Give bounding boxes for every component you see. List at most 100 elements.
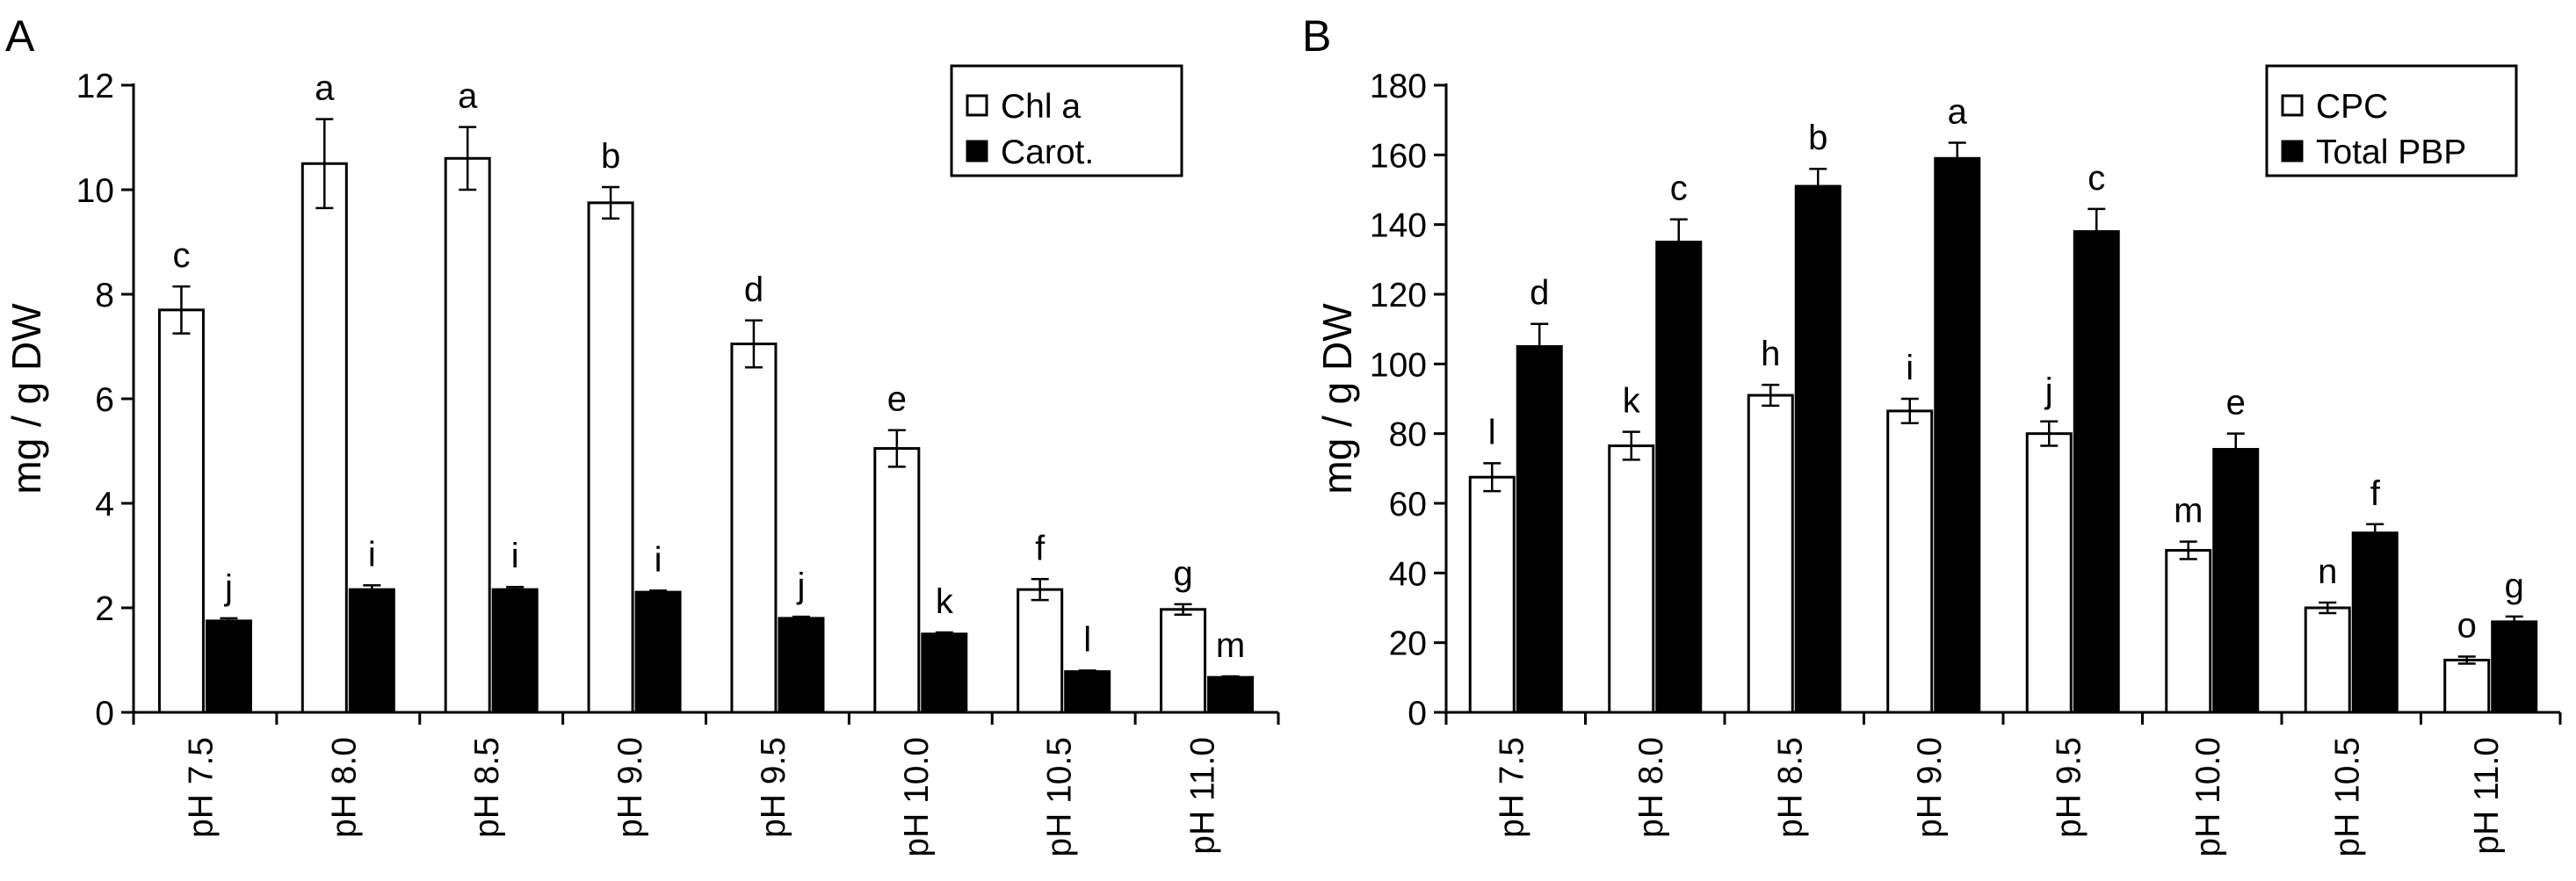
significance-letter: a	[315, 69, 335, 108]
significance-letter: j	[224, 568, 233, 607]
bar-black	[348, 588, 395, 714]
bar-black	[778, 617, 825, 714]
bar-black	[634, 590, 682, 714]
legend-box	[2265, 64, 2518, 177]
significance-letter: h	[1761, 335, 1780, 373]
legend-swatch	[2281, 140, 2304, 162]
significance-letter: i	[511, 537, 519, 575]
bar-black	[491, 588, 539, 714]
y-axis-label: mg / g DW	[1314, 303, 1360, 495]
bar-white	[1886, 409, 1934, 714]
y-tick-label: 6	[95, 381, 114, 419]
bar-white	[587, 201, 634, 714]
significance-letter: m	[2174, 492, 2203, 531]
legend-swatch	[966, 140, 988, 162]
chart-panel-a: Amg / g DW 0 2 4 6 8 10 12 pH 7.5 pH 8.0 pH 8.5 pH …	[4, 11, 1280, 857]
bar-black	[1207, 675, 1255, 714]
bar-black	[205, 619, 252, 714]
y-tick-label: 100	[1370, 346, 1427, 384]
y-tick-label: 60	[1389, 486, 1427, 524]
bar-white	[873, 447, 921, 714]
significance-letter: l	[1083, 620, 1091, 659]
x-tick-label: pH 11.0	[1184, 737, 1222, 855]
x-tick-label: pH 10.0	[898, 737, 936, 857]
significance-letter: c	[1670, 170, 1688, 208]
bar-black	[2073, 230, 2120, 714]
significance-letter: i	[655, 540, 662, 579]
y-tick-label: 180	[1370, 68, 1427, 105]
bar-black	[2491, 620, 2538, 714]
significance-letter: d	[1530, 274, 1549, 313]
significance-letter: a	[1948, 92, 1968, 131]
y-tick-label: 160	[1370, 137, 1427, 175]
bar-black	[1064, 670, 1111, 714]
significance-letter: e	[2226, 384, 2246, 422]
y-tick-label: 8	[95, 277, 114, 314]
significance-letter: i	[368, 535, 376, 574]
significance-letter: g	[1173, 554, 1192, 593]
bar-white	[2025, 432, 2073, 714]
significance-letter: l	[1488, 413, 1496, 451]
significance-letter: n	[2318, 552, 2337, 591]
panel-label: B	[1302, 11, 1331, 61]
x-tick-label: pH 10.0	[2189, 737, 2227, 857]
bar-white	[1017, 588, 1064, 714]
y-tick-label: 0	[1407, 695, 1427, 733]
significance-letter: g	[2505, 567, 2524, 605]
bar-white	[1608, 444, 1655, 714]
y-tick-label: 2	[95, 590, 114, 628]
y-tick-label: 40	[1389, 555, 1427, 593]
chart-panel-b: Bmg / g DW 0 20 40 60 80 100 120 140 160 180 pH 7.5…	[1302, 11, 2562, 857]
y-tick-label: 120	[1370, 277, 1427, 314]
bar-black	[1794, 184, 1842, 714]
legend-entry: Carot.	[1001, 134, 1094, 171]
significance-letter: o	[2457, 607, 2477, 646]
significance-letter: b	[601, 137, 620, 176]
x-tick-label: pH 8.5	[468, 737, 506, 838]
x-tick-label: pH 9.5	[755, 737, 792, 838]
y-tick-label: 140	[1370, 207, 1427, 245]
bar-white	[300, 162, 348, 714]
bar-black	[921, 632, 968, 714]
y-tick-label: 4	[95, 486, 114, 524]
y-tick-label: 12	[76, 68, 114, 105]
bar-white	[1468, 475, 1516, 714]
legend-box	[950, 64, 1183, 177]
significance-letter: e	[887, 380, 907, 419]
significance-letter: k	[936, 582, 954, 621]
bar-black	[2212, 448, 2260, 714]
legend-swatch	[966, 94, 988, 117]
significance-letter: j	[2044, 372, 2053, 410]
x-tick-label: pH 10.5	[1041, 737, 1079, 857]
x-tick-label: pH 10.5	[2328, 737, 2366, 857]
significance-letter: c	[172, 236, 190, 275]
y-tick-label: 20	[1389, 625, 1427, 663]
x-tick-label: pH 8.0	[1632, 737, 1670, 838]
bar-white	[2304, 606, 2351, 714]
significance-letter: b	[1808, 119, 1827, 157]
x-tick-label: pH 8.0	[325, 737, 363, 838]
significance-letter: f	[1035, 529, 1046, 567]
legend-entry: Chl a	[1001, 88, 1081, 126]
x-tick-label: pH 9.0	[1911, 737, 1949, 838]
bar-white	[1747, 394, 1794, 714]
x-tick-label: pH 11.0	[2468, 737, 2506, 855]
bar-white	[2443, 659, 2491, 714]
significance-letter: d	[744, 271, 763, 309]
legend-swatch	[2281, 94, 2304, 117]
y-tick-label: 80	[1389, 416, 1427, 454]
significance-letter: i	[1906, 349, 1914, 387]
x-tick-label: pH 7.5	[182, 737, 220, 838]
y-tick-label: 0	[95, 695, 114, 733]
y-axis-label: mg / g DW	[4, 303, 49, 495]
significance-letter: m	[1216, 626, 1245, 665]
bar-white	[730, 343, 778, 714]
panel-label: A	[5, 11, 35, 61]
legend: Chl a Carot.	[950, 64, 1183, 177]
significance-letter: f	[2370, 474, 2381, 513]
bar-white	[1160, 608, 1207, 714]
bar-black	[1516, 345, 1563, 714]
significance-letter: k	[1623, 382, 1641, 421]
x-tick-label: pH 7.5	[1493, 737, 1530, 838]
legend: CPC Total PBP	[2265, 64, 2518, 177]
